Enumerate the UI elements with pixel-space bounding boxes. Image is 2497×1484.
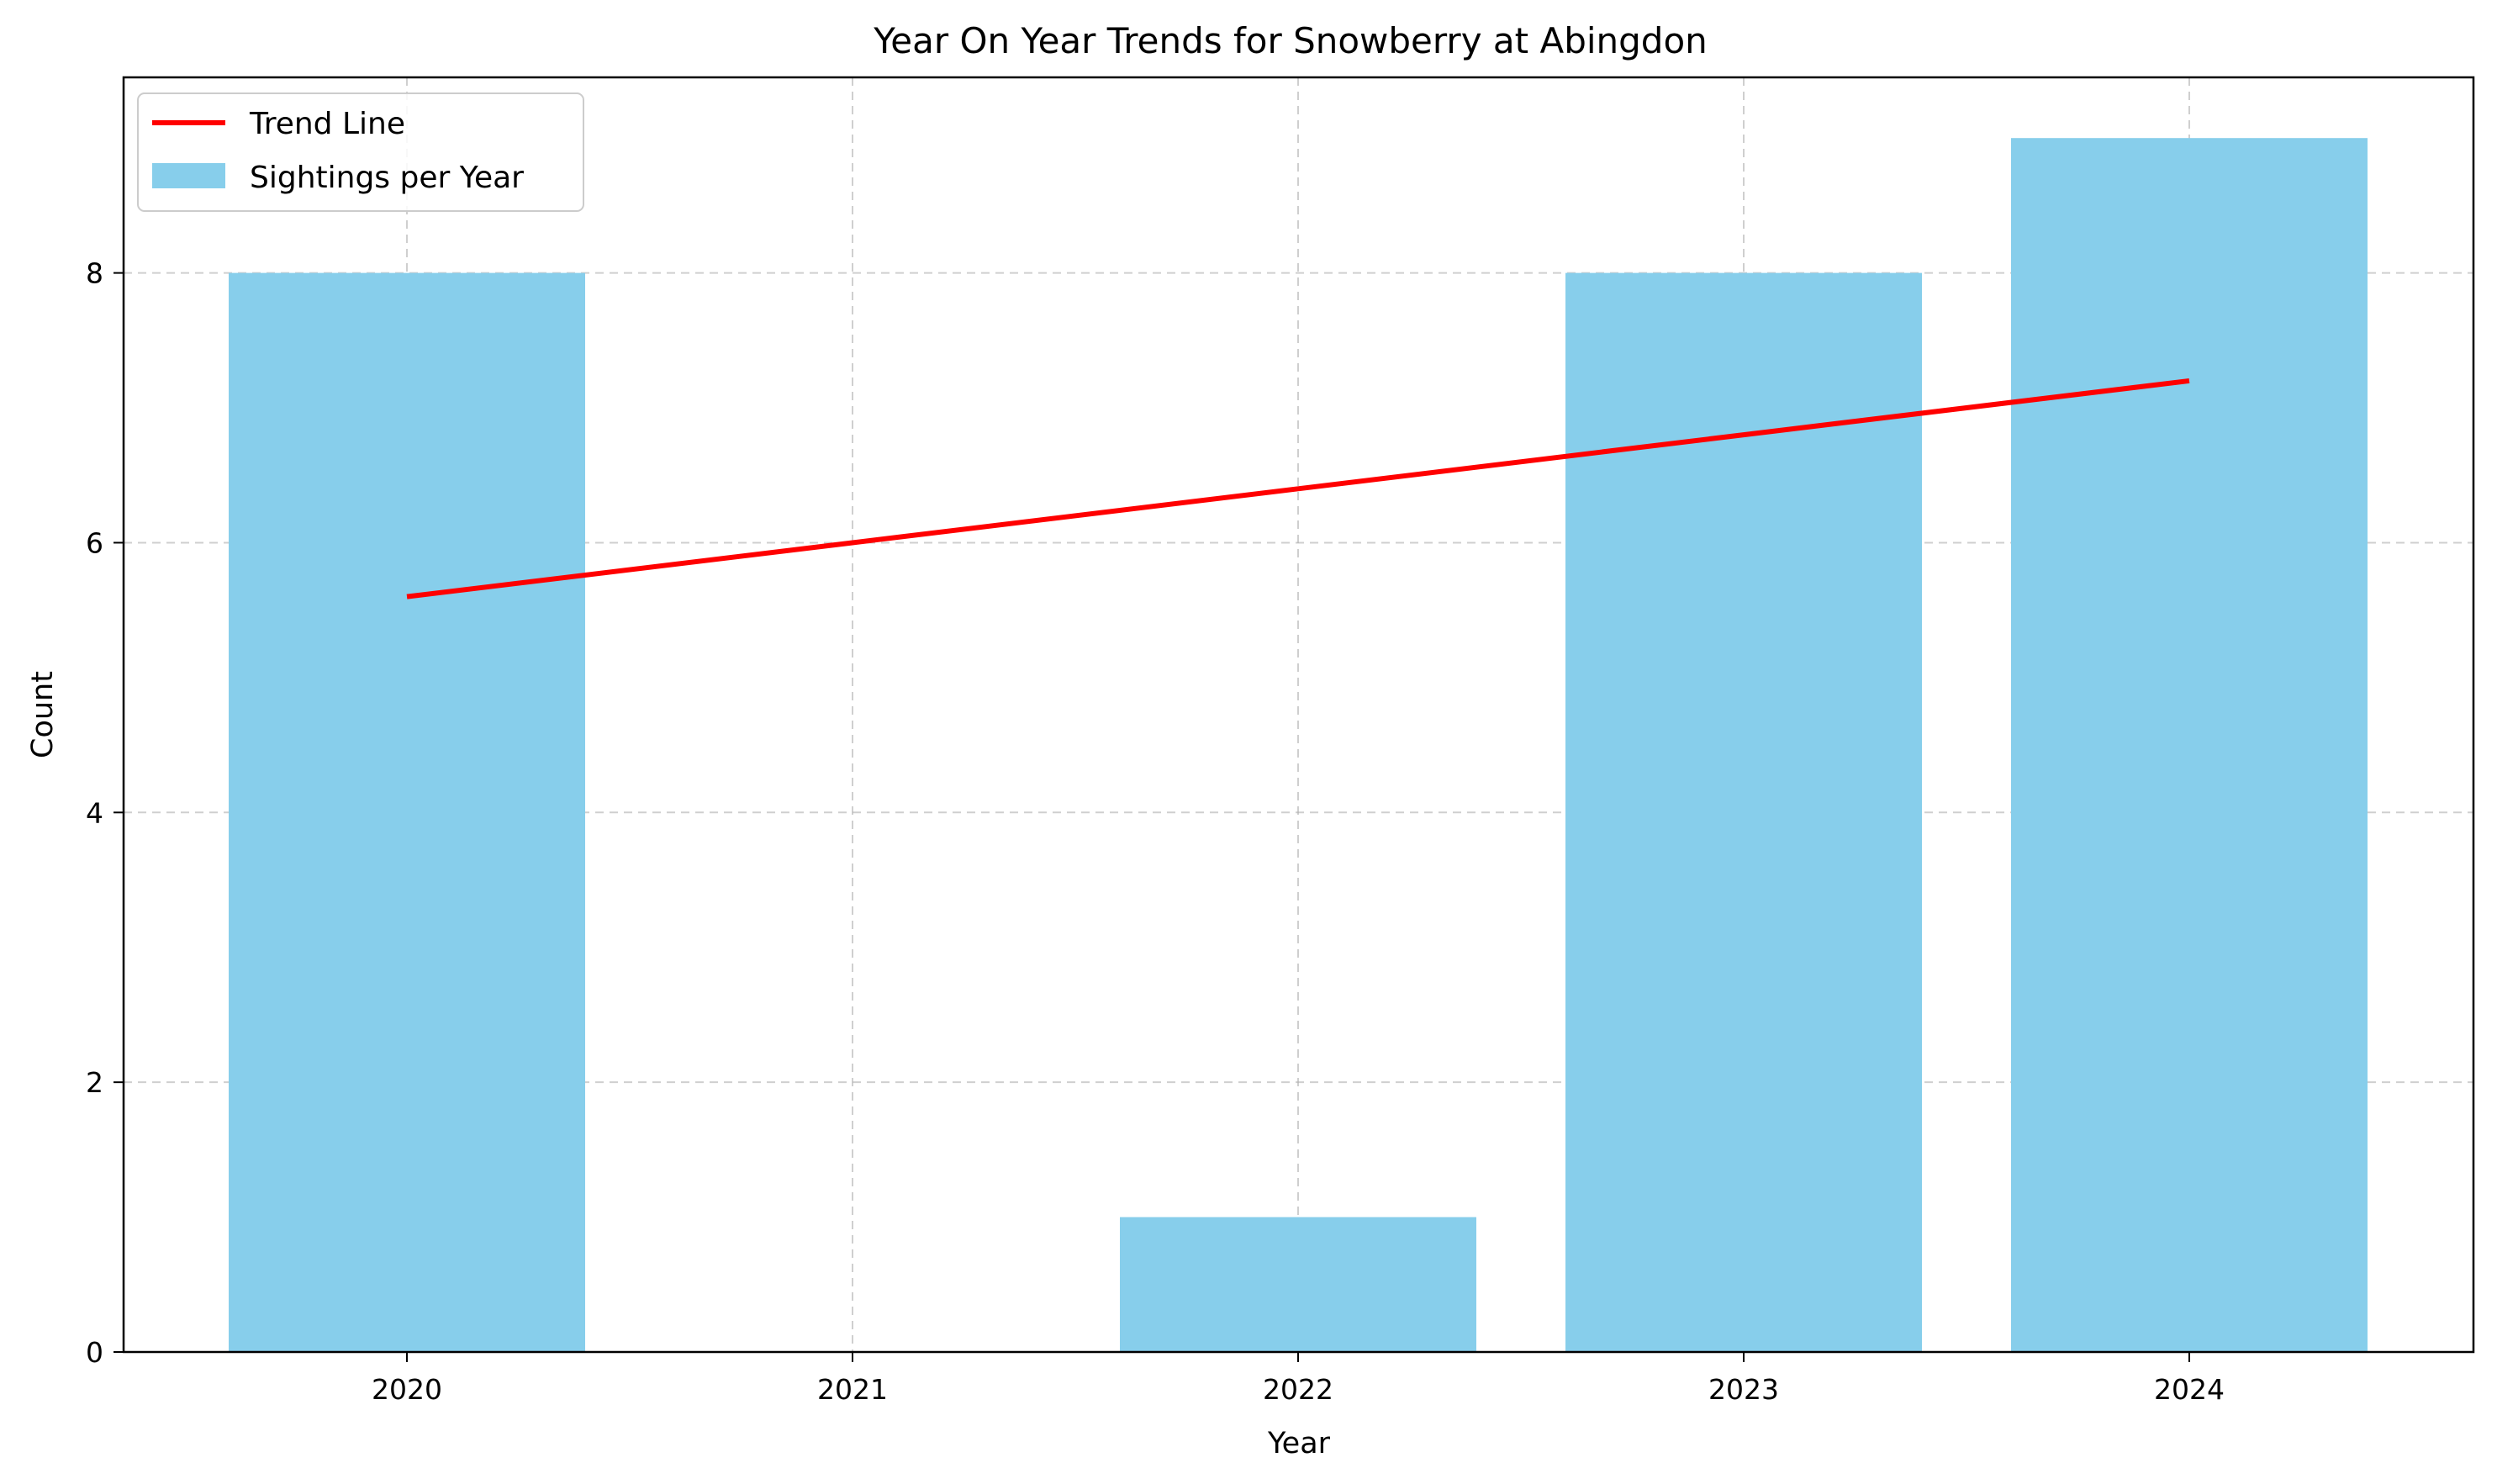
bar-2023 [1565,272,1922,1352]
trend-line-group [406,378,2190,599]
bar-2022 [1120,1217,1476,1352]
bars [229,138,2368,1353]
x-tick-label-2022: 2022 [1263,1373,1333,1406]
x-tick-label-2020: 2020 [372,1373,442,1406]
bar-2024 [2011,138,2368,1353]
y-tick-label-2: 2 [86,1066,103,1099]
legend-box [137,92,584,212]
y-axis-label: Count [26,671,60,758]
y-axis: 0 2 4 6 8 [86,257,124,1369]
legend: Trend Line Sightings per Year [137,92,584,212]
y-tick-label-6: 6 [86,526,103,559]
x-tick-label-2021: 2021 [817,1373,888,1406]
chart-title: Year On Year Trends for Snowberry at Abi… [873,20,1708,61]
legend-label-sightings: Sightings per Year [250,161,524,195]
legend-bar-swatch [152,163,225,188]
y-tick-label-8: 8 [86,257,103,290]
legend-label-trend-line: Trend Line [249,107,405,141]
x-axis: 2020 2021 2022 2023 2024 [372,1352,2225,1406]
x-tick-label-2023: 2023 [1708,1373,1779,1406]
bar-2020 [229,272,585,1352]
y-tick-label-4: 4 [86,796,103,829]
x-tick-label-2024: 2024 [2154,1373,2225,1406]
trend-line [406,378,2190,599]
x-axis-label: Year [1267,1427,1331,1460]
y-tick-label-0: 0 [86,1336,103,1369]
